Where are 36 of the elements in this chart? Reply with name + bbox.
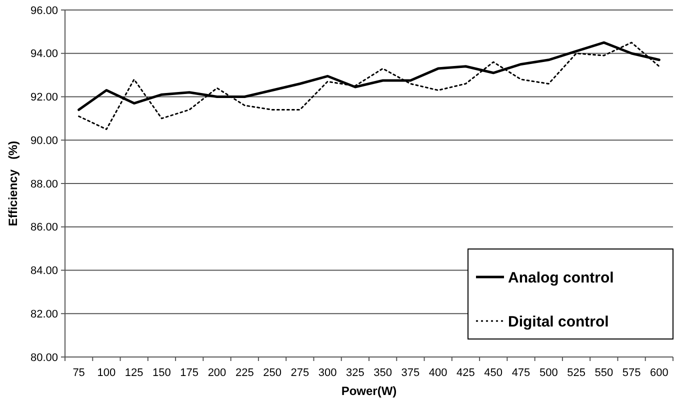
y-tick-label: 84.00 [30, 265, 58, 278]
x-tick-label: 350 [374, 367, 392, 379]
x-tick-label: 375 [401, 367, 420, 379]
x-tick-label: 300 [318, 367, 337, 379]
y-tick-label: 86.00 [30, 222, 58, 234]
x-tick-label: 150 [152, 367, 171, 379]
x-tick-label: 550 [594, 367, 614, 379]
y-tick-label: 92.00 [30, 92, 58, 104]
x-tick-label: 500 [539, 367, 558, 379]
x-tick-label: 400 [428, 367, 448, 379]
x-axis-title: Power(W) [341, 384, 397, 398]
x-tick-label: 125 [124, 367, 144, 379]
y-tick-label: 90.00 [30, 134, 58, 147]
x-tick-label: 575 [622, 367, 641, 379]
line-series [78, 42, 660, 130]
x-tick-label: 250 [263, 367, 282, 379]
legend-label: Digital control [508, 313, 609, 330]
y-tick-label: 82.00 [30, 308, 58, 320]
y-tick-label: 96.00 [30, 4, 58, 17]
y-tick-label: 80.00 [30, 352, 58, 364]
x-tick-label: 525 [567, 367, 586, 379]
y-tick-label: 88.00 [30, 178, 58, 190]
x-tick-label: 200 [208, 367, 226, 379]
x-tick-label: 450 [484, 367, 503, 379]
x-tick-label: 275 [290, 367, 310, 379]
x-tick-label: 100 [97, 367, 116, 379]
x-tick-label: 425 [456, 367, 475, 379]
y-axis-title: Efficiency (%) [6, 140, 20, 226]
x-tick-label: 600 [650, 367, 668, 379]
x-tick-label: 225 [235, 367, 254, 379]
x-tick-label: 75 [72, 367, 85, 379]
x-tick-label: 325 [346, 367, 364, 379]
x-tick-label: 175 [180, 367, 199, 379]
y-tick-label: 94.00 [30, 48, 58, 60]
legend-label: Analog control [508, 269, 614, 286]
x-tick-label: 475 [512, 367, 530, 379]
